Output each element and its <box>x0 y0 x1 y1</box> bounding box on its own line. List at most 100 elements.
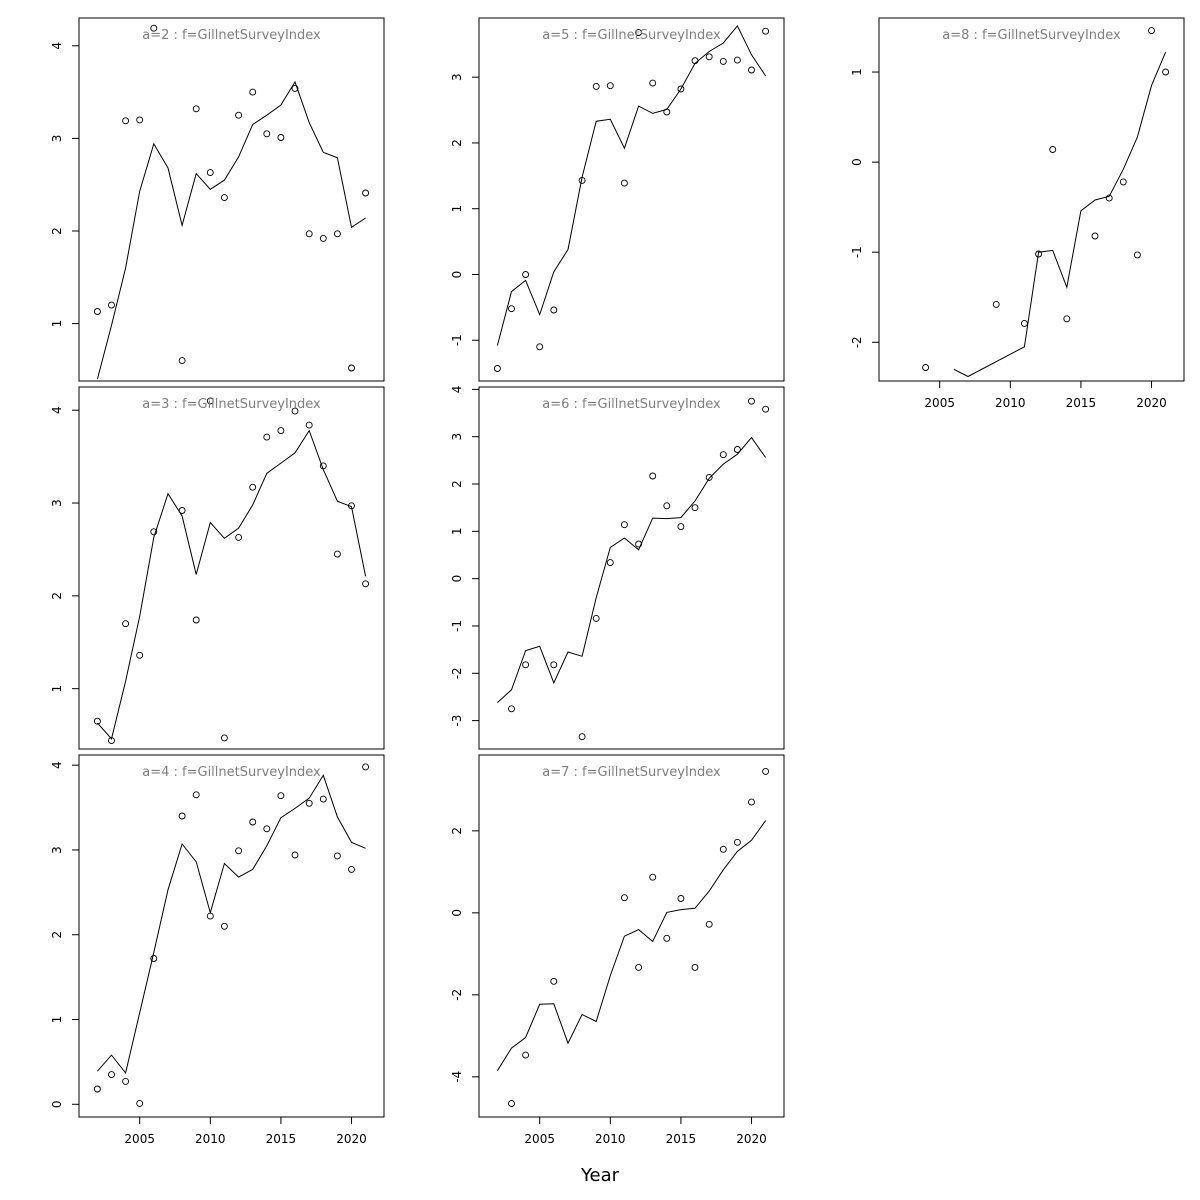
panel-3-observed-point <box>291 851 299 859</box>
panel-6-frame <box>478 754 785 1118</box>
panel-4-observed-point <box>592 82 600 90</box>
panel-1-y-tick-label: 3 <box>50 135 64 143</box>
panel-6-y-tick-label: -4 <box>450 1071 464 1083</box>
panel-2-frame <box>78 386 385 750</box>
panel-3-observed-point <box>178 812 186 820</box>
panel-3-observed-point <box>263 825 271 833</box>
panel-1-observed-point <box>220 194 228 202</box>
panel-1-observed-point <box>348 364 355 372</box>
panel-1-observed-point <box>277 134 285 141</box>
panel-6-y-tick-label: -2 <box>450 989 464 1001</box>
panel-3-observed-point <box>249 818 257 826</box>
panel-6-observed-point <box>522 1051 530 1059</box>
panel-7-x-tick-label: 2005 <box>924 396 955 410</box>
panel-2-observed-point <box>178 507 186 514</box>
panel-7-observed-point <box>1091 232 1099 240</box>
panel-7-frame <box>878 17 1185 382</box>
panel-7-observed-point <box>1063 315 1071 323</box>
panel-3-observed-point <box>122 1077 130 1085</box>
panel-5-observed-point <box>733 446 741 453</box>
panel-4-observed-point <box>635 29 643 36</box>
panel-6-observed-point <box>635 963 643 971</box>
panel-7-observed-point <box>1105 194 1113 202</box>
panel-5-fitted-line <box>497 436 767 703</box>
panel-5-y-tick-label: 3 <box>450 433 464 441</box>
panel-2-observed-point <box>362 580 370 588</box>
panel-4-observed-point <box>691 57 699 65</box>
panel-3-observed-point <box>277 792 285 800</box>
panel-5-y-tick-label: -1 <box>450 620 464 632</box>
panel-5-observed-point <box>663 502 671 510</box>
panel-6-observed-point <box>649 873 657 881</box>
panel-3-x-tick-label: 2020 <box>336 1132 367 1146</box>
panel-1-observed-point <box>263 130 271 138</box>
panel-1-fitted-line <box>96 80 366 380</box>
panel-3-observed-point <box>319 795 327 803</box>
panel-1-observed-point <box>291 84 299 92</box>
panel-6-observed-point <box>620 894 628 902</box>
panel-4-observed-point <box>705 53 713 61</box>
panel-7-y-tick-label: -1 <box>850 246 864 258</box>
panel-2-observed-point <box>277 427 285 435</box>
panel-7-y-tick-label: -2 <box>850 336 864 348</box>
panel-1-observed-point <box>150 24 158 32</box>
panel-1-observed-point <box>319 234 327 242</box>
panel-4-frame <box>478 17 785 382</box>
panel-3-x-tick-label: 2005 <box>124 1132 155 1146</box>
panel-5: a=6 : f=GillnetSurveyIndex -3 -2 -1 0 1 2 3 4 <box>450 386 785 750</box>
panel-1-observed-point <box>178 357 186 365</box>
panel-4-observed-point <box>578 176 586 184</box>
panel-3-title: a=4 : f=GillnetSurveyIndex <box>142 765 321 780</box>
panel-3-x-tick-label: 2010 <box>195 1132 226 1146</box>
panel-4-observed-point <box>663 108 671 116</box>
panel-4-y-tick-label: 2 <box>450 139 464 147</box>
panel-6-observed-point <box>705 920 713 928</box>
panel-7: a=8 : f=GillnetSurveyIndex -2 -1 0 1 2005 2010… <box>850 17 1185 410</box>
panel-7-x-tick-label: 2010 <box>995 396 1026 410</box>
panel-5-y-tick-label: 2 <box>450 480 464 488</box>
panel-2-observed-point <box>263 433 271 441</box>
panel-7-y-tick-label: 1 <box>850 68 864 76</box>
panel-5-observed-point <box>592 614 600 622</box>
panel-4-observed-point <box>677 85 685 93</box>
panel-2-observed-point <box>122 620 130 628</box>
panel-1-observed-point <box>108 301 115 309</box>
panel-2-y-tick-label: 3 <box>50 499 64 507</box>
panel-6-x-tick-label: 2005 <box>524 1132 555 1146</box>
panel-1-observed-point <box>206 169 214 177</box>
panel-1-observed-point <box>333 230 341 238</box>
panel-2-y-tick-label: 1 <box>50 685 64 693</box>
panel-7-observed-point <box>1133 251 1141 259</box>
panel-1-observed-point <box>362 189 370 197</box>
panel-6-observed-point <box>677 895 685 902</box>
panel-5-y-tick-label: 4 <box>450 386 464 394</box>
x-axis-title: Year <box>580 1165 620 1186</box>
panel-1-observed-point <box>235 111 243 119</box>
panel-1: a=2 : f=GillnetSurveyIndex 1 2 3 4 <box>50 17 385 382</box>
panel-1-observed-point <box>305 230 313 238</box>
panel-3-observed-point <box>220 922 228 930</box>
panel-5-observed-point <box>522 661 530 669</box>
panel-6-observed-point <box>719 845 727 853</box>
panel-3-y-tick-label: 0 <box>50 1100 64 1108</box>
panel-1-y-tick-label: 4 <box>50 42 64 50</box>
panel-5-observed-point <box>748 397 755 405</box>
panel-5-observed-point <box>578 733 586 741</box>
panel-4-y-tick-label: 0 <box>450 271 464 279</box>
panel-2-y-tick-label: 2 <box>50 592 64 600</box>
panel-6-title: a=7 : f=GillnetSurveyIndex <box>542 765 721 780</box>
panel-5-observed-point <box>677 523 685 531</box>
panel-3-observed-point <box>362 763 370 771</box>
panel-2: a=3 : f=GillnetSurveyIndex 1 2 3 4 <box>50 386 385 750</box>
panel-7-observed-point <box>922 364 930 371</box>
panel-4-observed-point <box>719 57 727 65</box>
panel-4-observed-point <box>649 79 657 87</box>
panel-5-y-tick-label: -2 <box>450 667 464 679</box>
panel-5-title: a=6 : f=GillnetSurveyIndex <box>542 397 721 412</box>
panel-5-y-tick-label: 0 <box>450 575 464 583</box>
panel-3-y-tick-label: 4 <box>50 761 64 769</box>
panel-4-observed-point <box>606 82 614 90</box>
panel-3-y-tick-label: 1 <box>50 1016 64 1024</box>
panel-7-observed-point <box>1119 178 1127 186</box>
panel-4-y-tick-label: -1 <box>450 334 464 346</box>
